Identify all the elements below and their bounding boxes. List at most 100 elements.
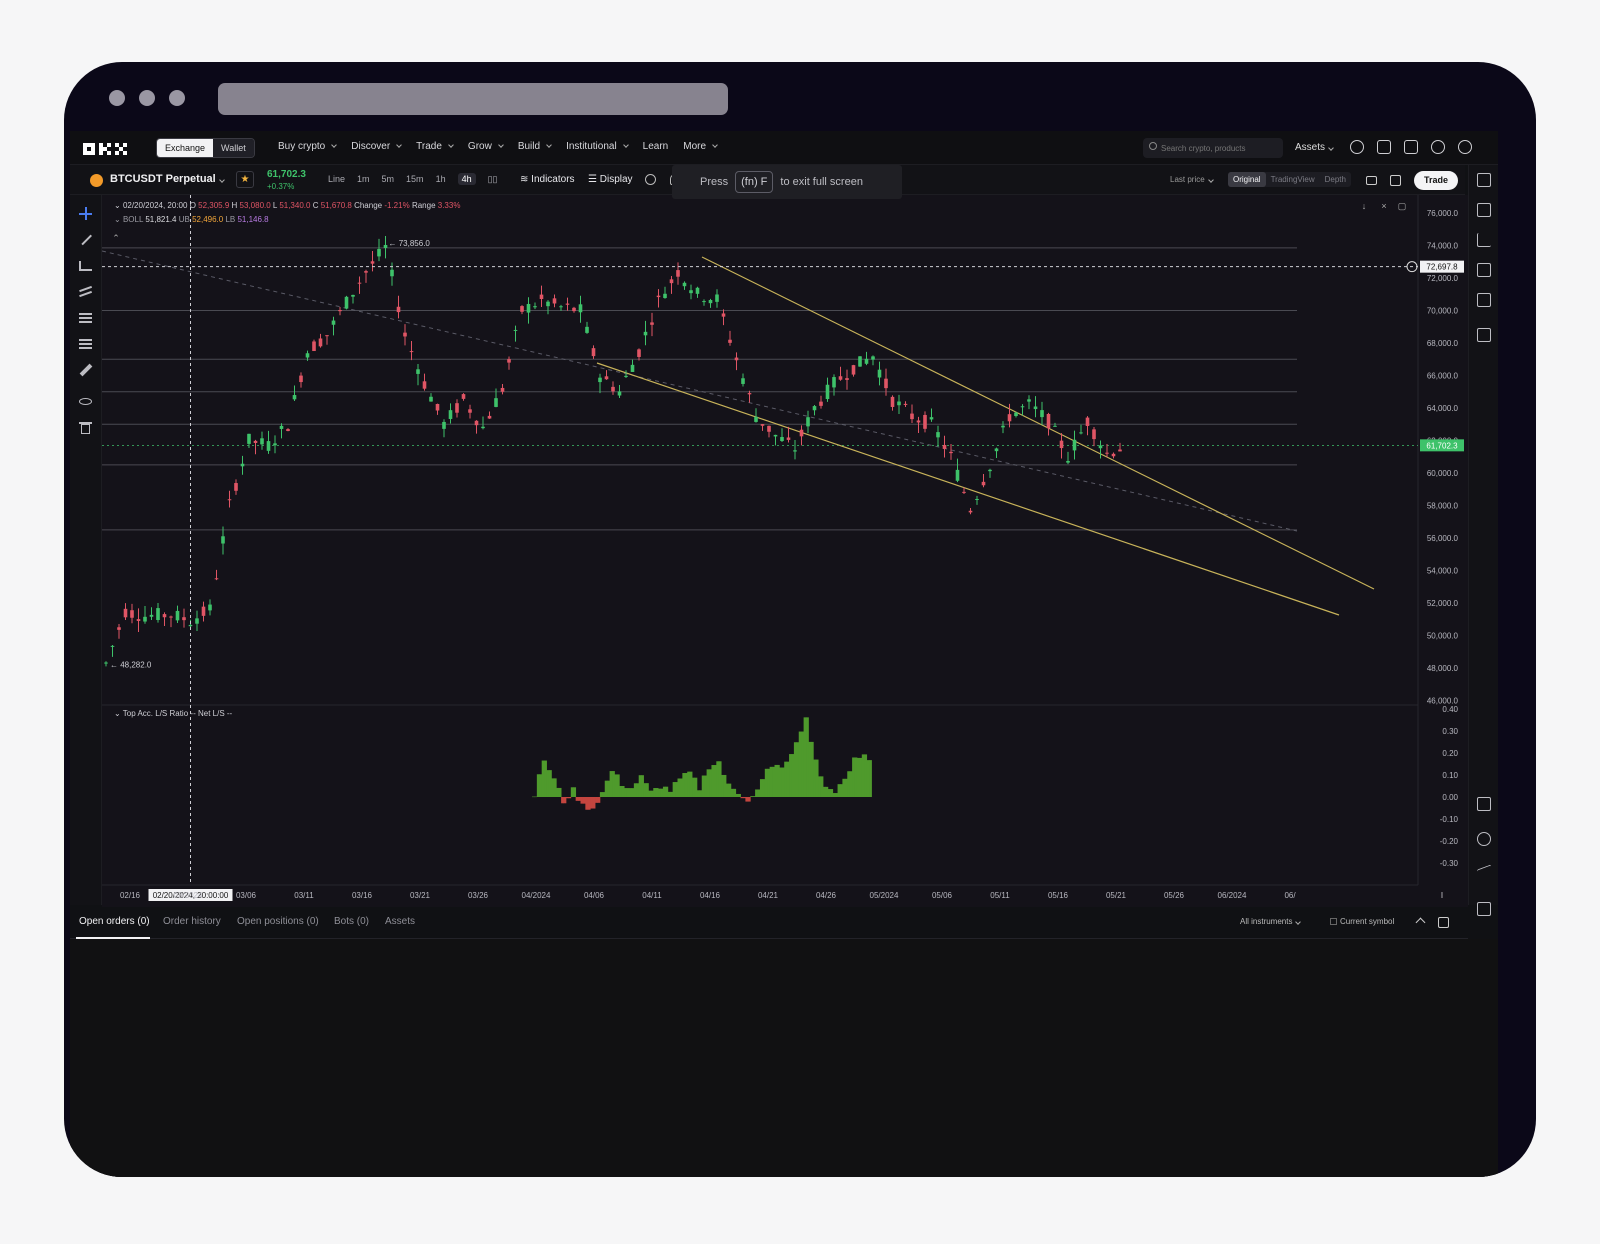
view-tradingview[interactable]: TradingView [1270,175,1315,184]
nav-discover[interactable]: Discover [351,141,402,152]
globe-icon[interactable] [1458,140,1472,154]
expand-panel-icon[interactable] [1438,917,1449,928]
search-input[interactable] [1143,138,1283,158]
chart-canvas[interactable]: ← 73,856.0 ← 48,282.0 76,000.0 74,000.0 72,0… [102,195,1468,907]
candle-body [195,618,199,624]
crosshair-icon[interactable] [79,207,92,220]
price-source-dropdown[interactable]: Last price [1170,175,1214,184]
user-icon[interactable] [1350,140,1364,154]
orders-tabbar: Open orders (0) Order history Open posit… [70,907,1468,939]
chat-icon[interactable] [1477,293,1491,307]
price-label-tool-icon[interactable] [79,259,92,272]
fullscreen-icon[interactable] [1390,175,1401,186]
time-axis-tick: 02/16 [120,891,141,900]
symbol-selector[interactable]: BTCUSDT Perpetual [110,173,225,185]
notes-icon[interactable] [1477,902,1491,916]
tab-open-orders[interactable]: Open orders (0) [79,916,150,927]
list-icon[interactable] [1477,203,1491,217]
chevron-up-icon[interactable] [1415,917,1426,928]
candle-body [500,387,505,392]
trade-button[interactable]: Trade [1414,171,1458,190]
candle-body [318,338,323,347]
orderbook-icon[interactable] [1477,173,1491,187]
window-dot-minimize[interactable] [139,90,155,106]
window-dot-maximize[interactable] [169,90,185,106]
settings-icon[interactable] [1477,832,1491,846]
time-axis-tick: 06/2024 [1218,891,1247,900]
candle-body [767,425,771,432]
time-axis-tick: 05/2024 [870,891,899,900]
interval-1h[interactable]: 1h [435,174,446,184]
interval-15m[interactable]: 15m [406,174,424,184]
panel-layout-icon[interactable] [1477,797,1491,811]
display-button[interactable]: ☰ Display [588,174,633,185]
nav-learn[interactable]: Learn [642,141,669,152]
price-change: +0.37% [267,182,295,191]
address-bar[interactable] [218,83,728,115]
nav-grow[interactable]: Grow [468,141,504,152]
ls-ratio-bar [670,791,674,797]
bell-icon[interactable] [1404,140,1418,154]
eye-icon[interactable] [79,395,92,408]
interval-5m[interactable]: 5m [381,174,395,184]
assets-menu[interactable]: Assets [1295,142,1334,153]
tab-open-positions[interactable]: Open positions (0) [237,916,319,927]
legend-change-label: Change [354,201,383,210]
help-icon[interactable] [1431,140,1445,154]
nav-more[interactable]: More [683,141,718,152]
trendline-tool-icon[interactable] [79,233,92,246]
legend-collapse-icon[interactable]: ⌄ [114,709,121,718]
okx-logo[interactable] [82,140,140,158]
chevron-down-icon [546,142,552,148]
window-dot-close[interactable] [109,90,125,106]
nav-institutional[interactable]: Institutional [566,141,629,152]
exchange-toggle[interactable]: Exchange [157,139,214,157]
all-instruments-dropdown[interactable]: All instruments [1240,917,1302,926]
legend-collapse-icon[interactable]: ⌄ [114,201,121,210]
layout-icon[interactable] [1366,176,1377,185]
interval-1m[interactable]: 1m [357,174,370,184]
favorite-star-icon[interactable]: ★ [236,171,254,188]
ruler-icon[interactable] [79,363,93,377]
ls-ratio-bar [733,788,737,797]
download-icon[interactable] [1377,140,1391,154]
candle-type-icon[interactable]: ▯▯ [487,174,498,184]
interval-4h[interactable]: 4h [457,173,476,185]
candle-body [292,395,297,400]
chart-settings-icon[interactable] [645,174,656,185]
nav-buy-crypto[interactable]: Buy crypto [278,141,338,152]
candle-body [676,270,680,277]
bot-icon[interactable] [1477,328,1491,342]
candle-body [136,619,141,621]
candle-body [1092,429,1096,440]
view-original[interactable]: Original [1228,172,1266,187]
legend-open: 52,305.9 [198,201,230,210]
wallet-toggle[interactable]: Wallet [213,139,254,157]
legend-collapse-icon[interactable]: ⌄ [114,215,121,224]
candle-body [344,296,349,309]
all-instruments-label: All instruments [1240,917,1293,926]
tab-assets[interactable]: Assets [385,916,416,927]
ls-ratio-bar [619,785,623,797]
pattern-tool-icon[interactable] [79,311,92,324]
indicators-button[interactable]: ≋ Indicators [520,174,575,185]
nav-build[interactable]: Build [518,141,552,152]
view-depth[interactable]: Depth [1324,175,1346,184]
ls-ratio-bar [699,790,703,797]
nav-trade[interactable]: Trade [416,141,454,152]
projection-tool-icon[interactable] [79,337,92,350]
interval-line[interactable]: Line [328,174,346,184]
book-icon[interactable] [1477,263,1491,277]
current-symbol-checkbox[interactable]: Current symbol [1330,917,1394,926]
candle-body [663,293,667,299]
fullscreen-notice: Press (fn) F to exit full screen [672,165,902,199]
fibonacci-tool-icon[interactable] [79,285,92,298]
tab-bots[interactable]: Bots (0) [334,916,370,927]
trash-icon[interactable] [79,421,92,434]
pulse-icon[interactable] [1477,864,1491,876]
tab-order-history[interactable]: Order history [163,916,221,927]
price-chart[interactable]: ← 73,856.0 ← 48,282.0 76,000.0 74,000.0 72,0… [102,195,1468,907]
time-axis-tick: 03/06 [236,891,257,900]
candle-body [123,608,128,618]
bar-chart-icon[interactable] [1477,233,1491,247]
